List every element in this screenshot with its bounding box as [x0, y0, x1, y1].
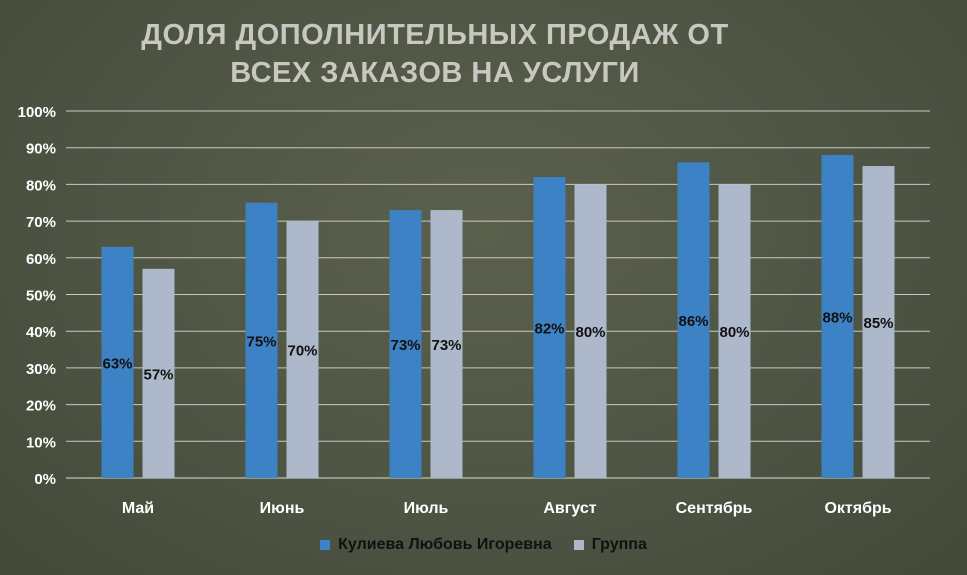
- y-tick-label: 50%: [26, 288, 56, 305]
- data-label: 80%: [719, 324, 749, 341]
- y-tick-label: 20%: [26, 398, 56, 415]
- data-label: 73%: [431, 337, 461, 354]
- y-tick-label: 90%: [26, 141, 56, 158]
- bar: [430, 210, 463, 478]
- x-tick-label: Сентябрь: [676, 500, 753, 517]
- data-label: 80%: [575, 324, 605, 341]
- legend-item-series-1: Кулиева Любовь Игоревна: [320, 536, 552, 554]
- bar: [718, 184, 751, 478]
- x-tick-label: Июль: [404, 500, 449, 517]
- data-label: 86%: [678, 313, 708, 330]
- data-label: 73%: [390, 337, 420, 354]
- bar: [245, 202, 278, 478]
- data-label: 82%: [534, 321, 564, 338]
- x-tick-label: Август: [543, 500, 596, 517]
- y-tick-label: 40%: [26, 324, 56, 341]
- y-tick-label: 100%: [18, 104, 56, 121]
- legend-item-series-2: Группа: [573, 536, 647, 554]
- data-label: 75%: [246, 333, 276, 350]
- data-label: 85%: [863, 315, 893, 332]
- bar: [574, 184, 607, 478]
- y-tick-label: 70%: [26, 214, 56, 231]
- y-tick-label: 60%: [26, 251, 56, 268]
- y-tick-label: 80%: [26, 177, 56, 194]
- legend-swatch-series-2: [573, 540, 584, 550]
- legend: Кулиева Любовь Игоревна Группа: [0, 536, 967, 554]
- bar: [389, 210, 422, 478]
- data-label: 88%: [822, 310, 852, 327]
- data-label: 63%: [102, 355, 132, 372]
- bar: [101, 246, 134, 478]
- bar: [533, 177, 566, 478]
- bar: [286, 221, 319, 478]
- y-tick-label: 10%: [26, 434, 56, 451]
- chart-title-line-2: ВСЕХ ЗАКАЗОВ НА УСЛУГИ: [230, 57, 640, 89]
- bar: [821, 155, 854, 479]
- bar: [142, 268, 175, 478]
- legend-label-series-1: Кулиева Любовь Игоревна: [338, 536, 552, 553]
- bar: [862, 166, 895, 479]
- chart-title: ДОЛЯ ДОПОЛНИТЕЛЬНЫХ ПРОДАЖ ОТ ВСЕХ ЗАКАЗ…: [60, 16, 810, 92]
- y-tick-label: 30%: [26, 361, 56, 378]
- chart-title-line-1: ДОЛЯ ДОПОЛНИТЕЛЬНЫХ ПРОДАЖ ОТ: [141, 19, 729, 51]
- bar: [677, 162, 710, 478]
- y-tick-label: 0%: [34, 471, 56, 488]
- legend-label-series-2: Группа: [591, 536, 647, 553]
- x-tick-label: Июнь: [260, 500, 305, 517]
- x-tick-label: Май: [122, 500, 154, 517]
- data-label: 57%: [143, 366, 173, 383]
- x-tick-label: Октябрь: [824, 500, 891, 517]
- legend-swatch-series-1: [320, 540, 331, 550]
- data-label: 70%: [287, 343, 317, 360]
